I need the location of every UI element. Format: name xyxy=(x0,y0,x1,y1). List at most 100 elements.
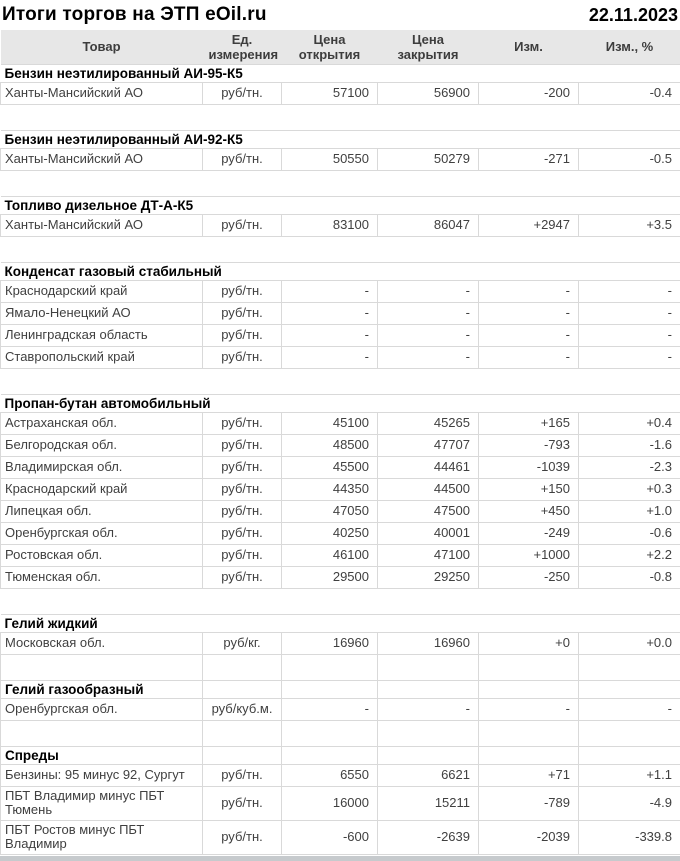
cell-change: -1039 xyxy=(479,456,579,478)
cell-close-price: 56900 xyxy=(378,82,479,104)
section-title: Бензин неэтилированный АИ-95-К5 xyxy=(1,64,680,82)
cell-unit: руб/тн. xyxy=(203,412,282,434)
cell-unit: руб/тн. xyxy=(203,522,282,544)
cell-product: Белгородская обл. xyxy=(1,434,203,456)
footer-bar xyxy=(0,856,680,861)
section-title-empty-cell xyxy=(203,746,282,764)
cell-open-price: 45500 xyxy=(282,456,378,478)
spacer-cell xyxy=(203,720,282,746)
cell-close-price: 6621 xyxy=(378,764,479,786)
cell-unit: руб/тн. xyxy=(203,302,282,324)
section-title-empty-cell xyxy=(378,680,479,698)
cell-open-price: 50550 xyxy=(282,148,378,170)
cell-product: Краснодарский край xyxy=(1,280,203,302)
cell-close-price: 47100 xyxy=(378,544,479,566)
section-title: Гелий газообразный xyxy=(1,680,203,698)
page-title: Итоги торгов на ЭТП eOil.ru xyxy=(2,4,267,26)
section-title-row: Конденсат газовый стабильный xyxy=(1,262,680,280)
spacer-cell xyxy=(282,654,378,680)
cell-close-price: 29250 xyxy=(378,566,479,588)
column-header-change-pct: Изм., % xyxy=(579,30,680,64)
column-header-change: Изм. xyxy=(479,30,579,64)
cell-unit: руб/тн. xyxy=(203,434,282,456)
cell-change: -271 xyxy=(479,148,579,170)
section-spacer-row xyxy=(1,720,680,746)
cell-open-price: 83100 xyxy=(282,214,378,236)
cell-product: Владимирская обл. xyxy=(1,456,203,478)
cell-product: Ханты-Мансийский АО xyxy=(1,82,203,104)
cell-close-price: - xyxy=(378,698,479,720)
cell-unit: руб/тн. xyxy=(203,786,282,820)
cell-unit: руб/кг. xyxy=(203,632,282,654)
section-title-empty-cell xyxy=(479,746,579,764)
cell-change: - xyxy=(479,302,579,324)
section-title-empty-cell xyxy=(579,680,680,698)
cell-change-pct: -4.9 xyxy=(579,786,680,820)
cell-unit: руб/тн. xyxy=(203,544,282,566)
spacer-cell xyxy=(282,720,378,746)
section-title-row: Спреды xyxy=(1,746,680,764)
cell-change: - xyxy=(479,346,579,368)
cell-open-price: 45100 xyxy=(282,412,378,434)
cell-product: Ростовская обл. xyxy=(1,544,203,566)
cell-unit: руб/тн. xyxy=(203,82,282,104)
section-title: Топливо дизельное ДТ-А-К5 xyxy=(1,196,680,214)
cell-unit: руб/тн. xyxy=(203,324,282,346)
cell-change-pct: +0.3 xyxy=(579,478,680,500)
spacer-cell xyxy=(479,720,579,746)
cell-unit: руб/тн. xyxy=(203,280,282,302)
section-title: Гелий жидкий xyxy=(1,614,680,632)
cell-product: Оренбургская обл. xyxy=(1,522,203,544)
cell-unit: руб/тн. xyxy=(203,148,282,170)
column-header-close-price: Цена закрытия xyxy=(378,30,479,64)
cell-product: Ханты-Мансийский АО xyxy=(1,214,203,236)
section-title-empty-cell xyxy=(203,680,282,698)
cell-open-price: 16000 xyxy=(282,786,378,820)
cell-close-price: 47500 xyxy=(378,500,479,522)
section-spacer-row xyxy=(1,654,680,680)
cell-unit: руб/тн. xyxy=(203,478,282,500)
spacer-cell xyxy=(1,720,203,746)
cell-change-pct: -0.4 xyxy=(579,82,680,104)
cell-open-price: - xyxy=(282,280,378,302)
cell-close-price: - xyxy=(378,346,479,368)
spacer-cell xyxy=(378,720,479,746)
section-spacer-row xyxy=(1,236,680,262)
cell-change-pct: -0.5 xyxy=(579,148,680,170)
cell-close-price: 86047 xyxy=(378,214,479,236)
cell-close-price: 47707 xyxy=(378,434,479,456)
cell-product: Тюменская обл. xyxy=(1,566,203,588)
column-header-product: Товар xyxy=(1,30,203,64)
cell-unit: руб/тн. xyxy=(203,456,282,478)
cell-change-pct: - xyxy=(579,280,680,302)
cell-change-pct: -1.6 xyxy=(579,434,680,456)
cell-product: Астраханская обл. xyxy=(1,412,203,434)
report-date: 22.11.2023 xyxy=(589,5,678,26)
section-spacer-row xyxy=(1,368,680,394)
cell-product: Ямало-Ненецкий АО xyxy=(1,302,203,324)
cell-close-price: - xyxy=(378,324,479,346)
cell-close-price: 50279 xyxy=(378,148,479,170)
spacer-cell xyxy=(1,368,680,394)
cell-product: Липецкая обл. xyxy=(1,500,203,522)
cell-change-pct: -2.3 xyxy=(579,456,680,478)
cell-change-pct: - xyxy=(579,698,680,720)
cell-product: Оренбургская обл. xyxy=(1,698,203,720)
section-title-row: Бензин неэтилированный АИ-92-К5 xyxy=(1,130,680,148)
section-title: Бензин неэтилированный АИ-92-К5 xyxy=(1,130,680,148)
cell-open-price: - xyxy=(282,698,378,720)
cell-change-pct: - xyxy=(579,324,680,346)
cell-change-pct: +0.0 xyxy=(579,632,680,654)
cell-product: ПБТ Владимир минус ПБТ Тюмень xyxy=(1,786,203,820)
section-spacer-row xyxy=(1,588,680,614)
cell-product: Ставропольский край xyxy=(1,346,203,368)
spacer-cell xyxy=(1,654,203,680)
